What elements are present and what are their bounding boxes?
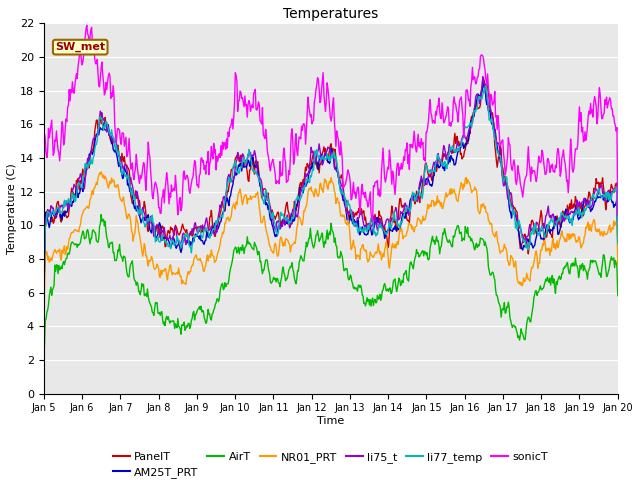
Text: SW_met: SW_met [55, 42, 106, 52]
Legend: PanelT, AM25T_PRT, AirT, NR01_PRT, li75_t, li77_temp, sonicT: PanelT, AM25T_PRT, AirT, NR01_PRT, li75_… [109, 447, 553, 480]
X-axis label: Time: Time [317, 416, 344, 426]
Y-axis label: Temperature (C): Temperature (C) [7, 163, 17, 254]
Title: Temperatures: Temperatures [283, 7, 378, 21]
